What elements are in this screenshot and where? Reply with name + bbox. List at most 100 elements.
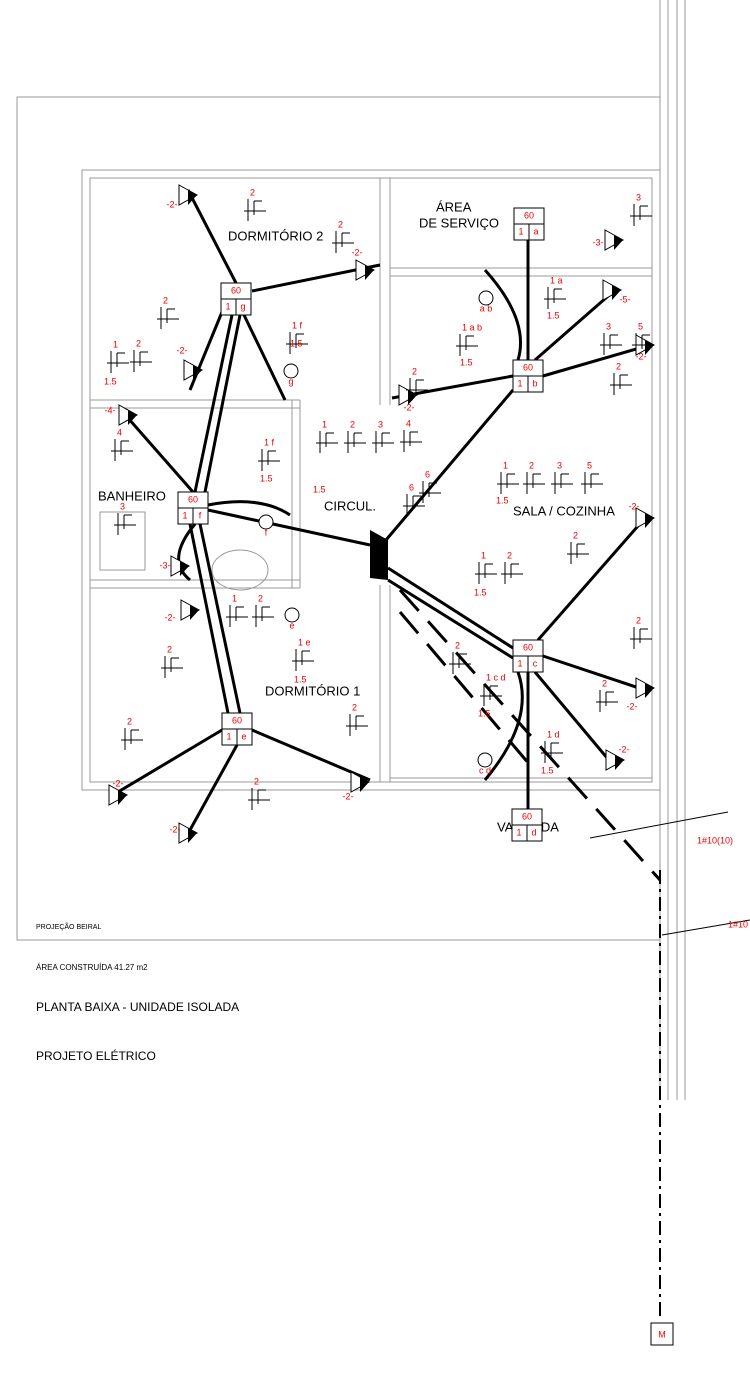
service-line [400,612,530,765]
room-label: DORMITÓRIO 2 [228,228,323,243]
room-label: ÁREA [436,199,472,214]
wire [386,390,513,540]
room-label: CIRCUL. [324,498,376,513]
circuit-label: 1.5 [547,310,560,320]
circuit-label: 2 [127,716,132,726]
circuit-label: 1 f [292,320,303,330]
conduit-tick [497,472,519,494]
wire [190,745,237,830]
conduit-tick [346,714,368,736]
switch-label: e [289,620,294,630]
outlet-label: -2- [636,351,647,361]
note: PROJEÇÃO BEIRAL [36,922,101,931]
circuit-label: 2 [636,615,641,625]
circuit-label: 2 [163,295,168,305]
conduit-tick [544,287,566,309]
circuit-label: 1 f [264,437,275,447]
circuit-label: 2 [616,361,621,371]
outlet-label: -3- [593,237,604,247]
conduit-tick [114,513,136,535]
conduit-tick [501,562,523,584]
light-circuit: 1 [517,378,522,388]
circuit-label: 1#10(10) [697,835,733,845]
light-power: 60 [523,362,533,372]
switch-wire [485,270,521,360]
circuit-label: 2 [136,338,141,348]
floor-plan: DORMITÓRIO 2 ÁREADE SERVIÇO BANHEIRO CIRCUL… [0,0,750,1373]
circuit-label: 2 [250,187,255,197]
distribution-board [370,530,388,580]
conduit-tick [161,656,183,678]
circuit-label: 1 a b [462,322,482,332]
conduit-tick [121,728,143,750]
circuit-label: 2 [507,550,512,560]
conduit-tick [316,431,338,453]
circuit-label: 2 [338,219,343,229]
room-label: SALA / COZINHA [513,503,615,518]
circuit-label: 1 a [550,275,563,285]
circuit-label: 1.5 [290,338,303,348]
circuit-label: 1.5 [474,587,487,597]
circuit-label: 3 [378,419,383,429]
wire [195,315,232,492]
circuit-label: 6 [409,482,414,492]
circuit-label: 1.5 [104,376,117,386]
conduit-tick [581,472,603,494]
conduit-tick [475,562,497,584]
outer-wall [82,170,660,790]
light-switch: a [533,226,538,236]
light-switch: g [240,301,245,311]
note: ÁREA CONSTRUÍDA 41.27 m2 [36,963,148,972]
conduit-tick [630,204,652,226]
circuit-label: 6 [425,469,430,479]
circuit-label: 4 [406,418,411,428]
conduit-tick [244,199,266,221]
wire [538,518,645,640]
light-switch: b [532,378,537,388]
circuit-label: 3 [636,192,641,202]
circuit-label: 2 [412,366,417,376]
conduit-tick [226,605,248,627]
circuit-label: 1 [481,550,486,560]
conduit-tick [107,351,129,373]
light-power: 60 [524,210,534,220]
light-circuit: 1 [517,658,522,668]
sink [212,550,268,590]
circuit-label: 2 [529,460,534,470]
switch-label: a b [480,303,493,313]
room-label: DE SERVIÇO [419,215,499,230]
circuit-label: 1.5 [460,357,473,367]
conduit-tick [600,333,622,355]
circuit-label: 1.5 [496,495,509,505]
meter-label: M [658,1329,666,1339]
outlet-label: -2- [619,744,630,754]
walls [17,0,685,1100]
wires [113,190,750,1345]
room-label: BANHEIRO [98,488,166,503]
conduit-tick [630,627,652,649]
light-circuit: 1 [182,510,187,520]
conduit-tick [292,649,314,671]
circuit-label: 1.5 [313,484,326,494]
light-switch: d [531,827,536,837]
conduit-tick [480,684,502,706]
note: PROJETO ELÉTRICO [36,1048,156,1063]
toilet [100,512,145,570]
wire [543,656,645,690]
wire [543,345,650,376]
outlet-label: -2- [629,501,640,511]
circuit-label: 1.5 [294,674,307,684]
wire [190,524,228,713]
circuit-label: 1 [503,460,508,470]
circuit-label: 1#10 [728,919,748,929]
circuit-label: 5 [638,321,643,331]
light-power: 60 [523,642,533,652]
circuit-label: 1.5 [541,765,554,775]
light-power: 60 [231,285,241,295]
light-switch: c [533,658,538,668]
outlet-label: -3- [160,560,171,570]
conduit-tick [419,481,441,503]
conduit-tick [372,431,394,453]
circuit-label: 4 [117,427,122,437]
room-label: DORMITÓRIO 1 [265,683,360,698]
